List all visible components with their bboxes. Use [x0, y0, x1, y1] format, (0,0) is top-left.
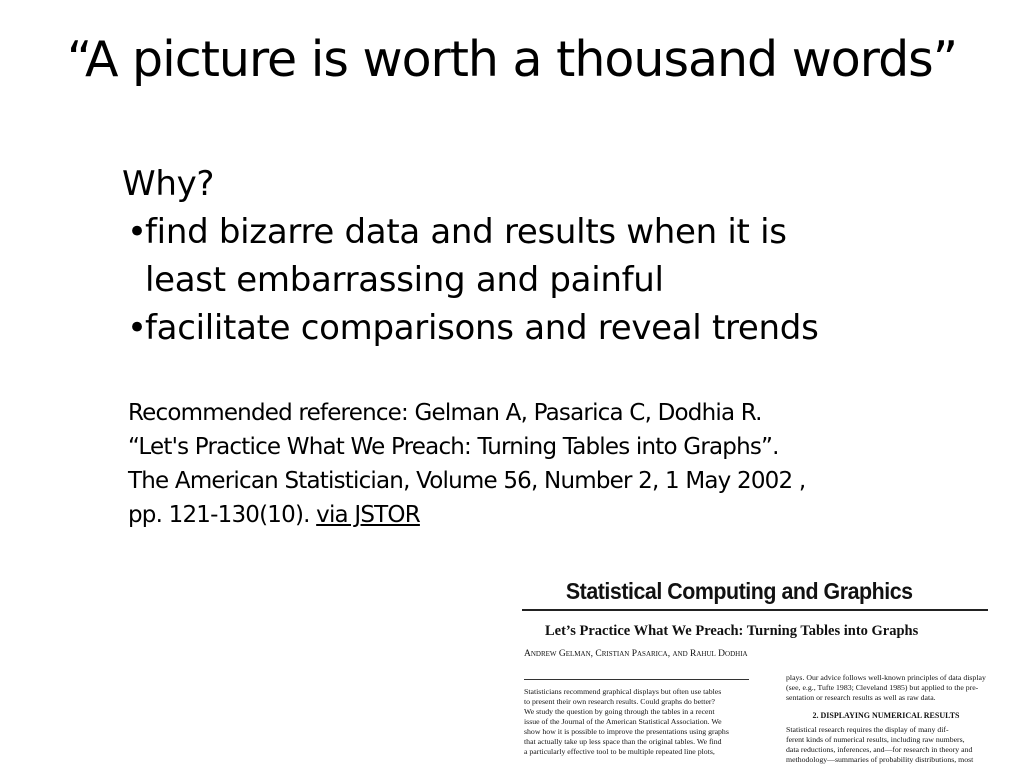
paper-line: that actually take up less space than th… [524, 737, 722, 746]
slide-title: “A picture is worth a thousand words” [66, 31, 958, 88]
bullet-item: • find bizarre data and results when it … [127, 208, 847, 304]
paper-authors: Andrew Gelman, Cristian Pasarica, and Ra… [524, 649, 748, 659]
bullet-marker: • [127, 212, 147, 252]
paper-line: sentation or research results as well as… [786, 693, 936, 702]
paper-line: plays. Our advice follows well-known pri… [786, 673, 986, 682]
paper-line: to present their own research results. C… [524, 697, 715, 706]
paper-abstract: Statisticians recommend graphical displa… [524, 687, 760, 757]
paper-line: (see, e.g., Tufte 1983; Cleveland 1985) … [786, 683, 979, 692]
paper-header-rule [522, 609, 988, 611]
paper-line: a particularly effective tool to be mult… [524, 747, 715, 756]
bullet-text: find bizarre data and results when it is… [145, 212, 787, 300]
bullet-item: • facilitate comparisons and reveal tren… [127, 304, 847, 352]
paper-section-heading: 2. DISPLAYING NUMERICAL RESULTS [812, 711, 960, 720]
bullet-list: • find bizarre data and results when it … [127, 208, 847, 352]
paper-excerpt-image: Statistical Computing and Graphics Let’s… [518, 575, 988, 768]
paper-line: show how it is possible to improve the p… [524, 727, 729, 736]
paper-line: methodology—summaries of probability dis… [786, 755, 974, 764]
jstor-link[interactable]: via JSTOR [316, 502, 421, 528]
paper-line: issue of the Journal of the American Sta… [524, 717, 722, 726]
why-heading: Why? [122, 164, 215, 204]
paper-right-column: plays. Our advice follows well-known pri… [786, 673, 986, 765]
paper-line: Statistical research requires the displa… [786, 725, 949, 734]
paper-abstract-rule [524, 679, 749, 680]
paper-title: Let’s Practice What We Preach: Turning T… [545, 623, 919, 639]
paper-line: data reductions, inferences, and—for res… [786, 745, 973, 754]
paper-section-header: Statistical Computing and Graphics [565, 578, 913, 604]
bullet-marker: • [127, 308, 147, 348]
paper-line: ferent kinds of numerical results, inclu… [786, 735, 965, 744]
reference-text: Recommended reference: Gelman A, Pasaric… [128, 396, 808, 532]
bullet-text: facilitate comparisons and reveal trends [145, 308, 819, 348]
paper-line: Statisticians recommend graphical displa… [524, 687, 722, 696]
reference-citation: Recommended reference: Gelman A, Pasaric… [128, 400, 806, 528]
paper-line: We study the question by going through t… [524, 707, 715, 716]
